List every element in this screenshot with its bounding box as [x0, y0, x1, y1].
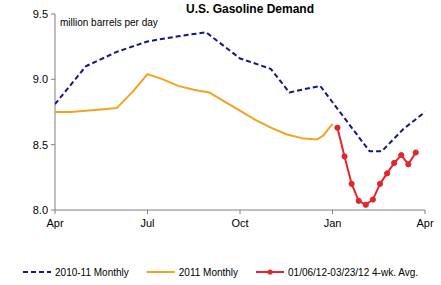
series-marker [363, 202, 368, 207]
y-tick-label: 8.5 [33, 139, 48, 151]
series-marker [370, 197, 375, 202]
series-line [55, 32, 425, 151]
legend: 2010-11 Monthly 2011 Monthly 01/06/12-03/2… [23, 267, 418, 278]
x-tick-label: Oct [231, 217, 248, 229]
y-axis-label: million barrels per day [60, 17, 158, 28]
legend-swatch [147, 271, 175, 273]
series-marker [342, 154, 347, 159]
legend-marker [267, 269, 272, 274]
legend-swatch [23, 271, 51, 273]
y-tick [51, 144, 55, 145]
x-tick [425, 210, 426, 214]
series-marker [413, 150, 418, 155]
x-tick-label: Apr [416, 217, 433, 229]
y-tick-label: 9.5 [33, 8, 48, 20]
title: U.S. Gasoline Demand [186, 2, 314, 16]
x-tick [240, 210, 241, 214]
x-tick [147, 210, 148, 214]
series-marker [377, 181, 382, 186]
x-tick [332, 210, 333, 214]
series-line [55, 74, 333, 139]
series-marker [392, 160, 397, 165]
x-tick-label: Jul [140, 217, 154, 229]
y-tick-label: 8.0 [33, 204, 48, 216]
series-marker [356, 198, 361, 203]
plot-area [55, 32, 425, 207]
series-marker [335, 125, 340, 130]
series-marker [406, 162, 411, 167]
x-tick [55, 210, 56, 214]
series-marker [349, 181, 354, 186]
y-tick [51, 210, 55, 211]
x-tick-label: Jan [324, 217, 342, 229]
x-tick-label: Apr [46, 217, 63, 229]
legend-label: 01/06/12-03/23/12 4-wk. Avg. [288, 267, 418, 278]
legend-label: 2010-11 Monthly [55, 267, 129, 278]
legend-label: 2011 Monthly [179, 267, 238, 278]
y-tick [51, 14, 55, 15]
series-marker [399, 153, 404, 158]
series-line [337, 128, 415, 205]
chart: U.S. Gasoline Demand million barrels per … [0, 0, 441, 285]
y-tick-label: 9.0 [33, 73, 48, 85]
series-marker [384, 171, 389, 176]
y-tick [51, 79, 55, 80]
